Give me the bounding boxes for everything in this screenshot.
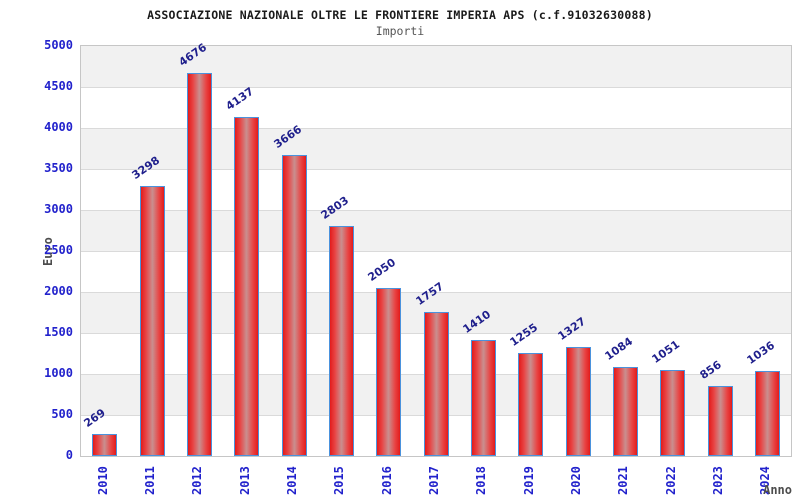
bar-value-label: 856 — [697, 358, 724, 382]
bar-value-label: 2050 — [365, 255, 399, 284]
x-tick-label: 2020 — [569, 466, 583, 495]
y-tick-label: 1000 — [44, 366, 73, 380]
plot-area: 269 3298 4676 4137 3666 2803 2050 1757 1410 1255 1… — [80, 40, 792, 457]
bar-2010 — [92, 434, 117, 456]
bar-2012 — [187, 73, 212, 456]
gridline — [81, 128, 791, 129]
bar-2020 — [566, 347, 591, 456]
bar-value-label: 269 — [81, 406, 108, 430]
y-tick-label: 0 — [65, 448, 73, 462]
bar-2023 — [708, 386, 733, 456]
chart-title: ASSOCIAZIONE NAZIONALE OLTRE LE FRONTIER… — [147, 8, 653, 22]
x-tick-label: 2014 — [285, 466, 299, 495]
bar-value-label: 1051 — [649, 337, 683, 366]
y-tick-label: 5000 — [44, 38, 73, 52]
x-tick-label: 2023 — [711, 466, 725, 495]
y-tick-label: 500 — [51, 407, 73, 421]
bar-value-label: 4676 — [176, 40, 210, 69]
x-tick-label: 2022 — [664, 466, 678, 495]
bar-2018 — [471, 340, 496, 456]
bar-2019 — [518, 353, 543, 456]
bar-2016 — [376, 288, 401, 456]
x-tick-label: 2015 — [332, 466, 346, 495]
y-tick-label: 1500 — [44, 325, 73, 339]
y-tick-label: 2000 — [44, 284, 73, 298]
y-tick-label: 3500 — [44, 161, 73, 175]
chart-subtitle: Importi — [375, 24, 425, 38]
x-tick-label: 2018 — [474, 466, 488, 495]
bar-value-label: 1255 — [507, 320, 541, 349]
bar-2021 — [613, 367, 638, 456]
y-tick-label: 4500 — [44, 79, 73, 93]
bar-value-label: 1084 — [602, 334, 636, 363]
bar-value-label: 1036 — [744, 338, 778, 367]
gridline — [81, 292, 791, 293]
x-tick-label: 2011 — [143, 466, 157, 495]
y-tick-label: 4000 — [44, 120, 73, 134]
bar-2014 — [282, 155, 307, 456]
gridline — [81, 210, 791, 211]
x-tick-label: 2021 — [616, 466, 630, 495]
x-tick-label: 2019 — [522, 466, 536, 495]
bar-2022 — [660, 370, 685, 456]
bar-2013 — [234, 117, 259, 456]
bar-2017 — [424, 312, 449, 456]
y-tick-label: 3000 — [44, 202, 73, 216]
bar-value-label: 1327 — [555, 314, 589, 343]
x-tick-label: 2010 — [96, 466, 110, 495]
bar-2011 — [140, 186, 165, 456]
x-axis-title: Anno — [763, 483, 792, 497]
x-tick-label: 2012 — [190, 466, 204, 495]
gridline — [81, 87, 791, 88]
x-tick-label: 2017 — [427, 466, 441, 495]
bar-value-label: 4137 — [223, 84, 257, 113]
bar-value-label: 2803 — [318, 193, 352, 222]
bar-2015 — [329, 226, 354, 456]
y-tick-label: 2500 — [44, 243, 73, 257]
bar-value-label: 1757 — [413, 279, 447, 308]
gridline — [81, 251, 791, 252]
x-tick-label: 2013 — [238, 466, 252, 495]
gridline — [81, 169, 791, 170]
bar-value-label: 1410 — [460, 307, 494, 336]
x-tick-label: 2016 — [380, 466, 394, 495]
bar-2024 — [755, 371, 780, 456]
